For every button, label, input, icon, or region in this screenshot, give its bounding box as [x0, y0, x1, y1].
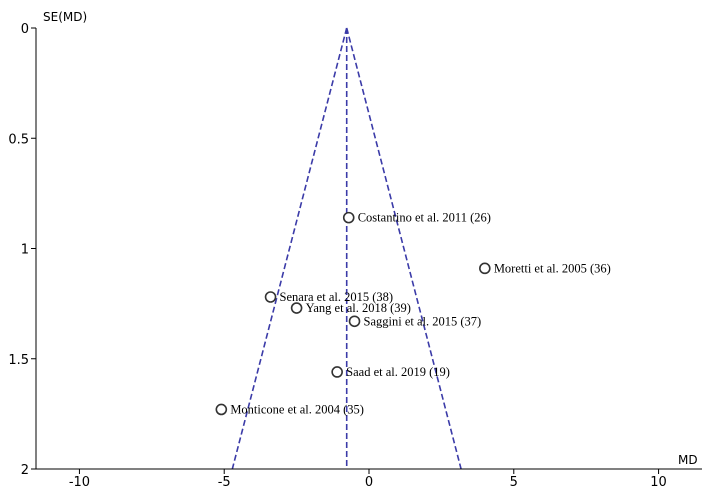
study-point — [290, 302, 303, 314]
y-tick-label: 2 — [21, 463, 29, 478]
study-point — [479, 262, 491, 275]
study-point — [342, 211, 355, 224]
y-tick-label: 1 — [21, 243, 29, 258]
x-axis-title: MD — [678, 453, 698, 467]
study-label: Saad et al. 2019 (19) — [346, 365, 450, 379]
y-tick-label: 0 — [21, 22, 29, 37]
x-tick-label: 10 — [650, 475, 667, 489]
funnel-lines — [231, 27, 462, 470]
x-axis: -10 -5 0 5 10 — [36, 468, 702, 489]
study-label: Yang et al. 2018 (39) — [306, 301, 411, 315]
study-point — [331, 366, 343, 378]
study-label: Costantino et al. 2011 (26) — [358, 211, 491, 225]
funnel-left-line — [231, 27, 348, 470]
study-label: Monticone et al. 2004 (35) — [230, 402, 364, 416]
data-points: Costantino et al. 2011 (26) Moretti et al… — [215, 211, 611, 416]
x-tick-label: -5 — [218, 475, 231, 489]
study-point — [264, 291, 277, 303]
study-label: Saggini et al. 2015 (37) — [364, 314, 482, 328]
x-tick-label: -10 — [69, 475, 90, 489]
study-point — [348, 315, 361, 328]
y-axis: 0 0.5 1 1.5 2 — [8, 22, 37, 478]
study-label: Senara et al. 2015 (38) — [280, 290, 394, 304]
x-tick-label: 0 — [365, 475, 373, 489]
y-axis-title: SE(MD) — [43, 10, 87, 24]
y-tick-label: 0.5 — [8, 132, 29, 147]
study-point — [215, 403, 228, 416]
study-label: Moretti et al. 2005 (36) — [494, 261, 611, 275]
x-tick-label: 5 — [510, 475, 518, 489]
funnel-right-line — [345, 27, 462, 470]
y-tick-label: 1.5 — [8, 353, 29, 368]
